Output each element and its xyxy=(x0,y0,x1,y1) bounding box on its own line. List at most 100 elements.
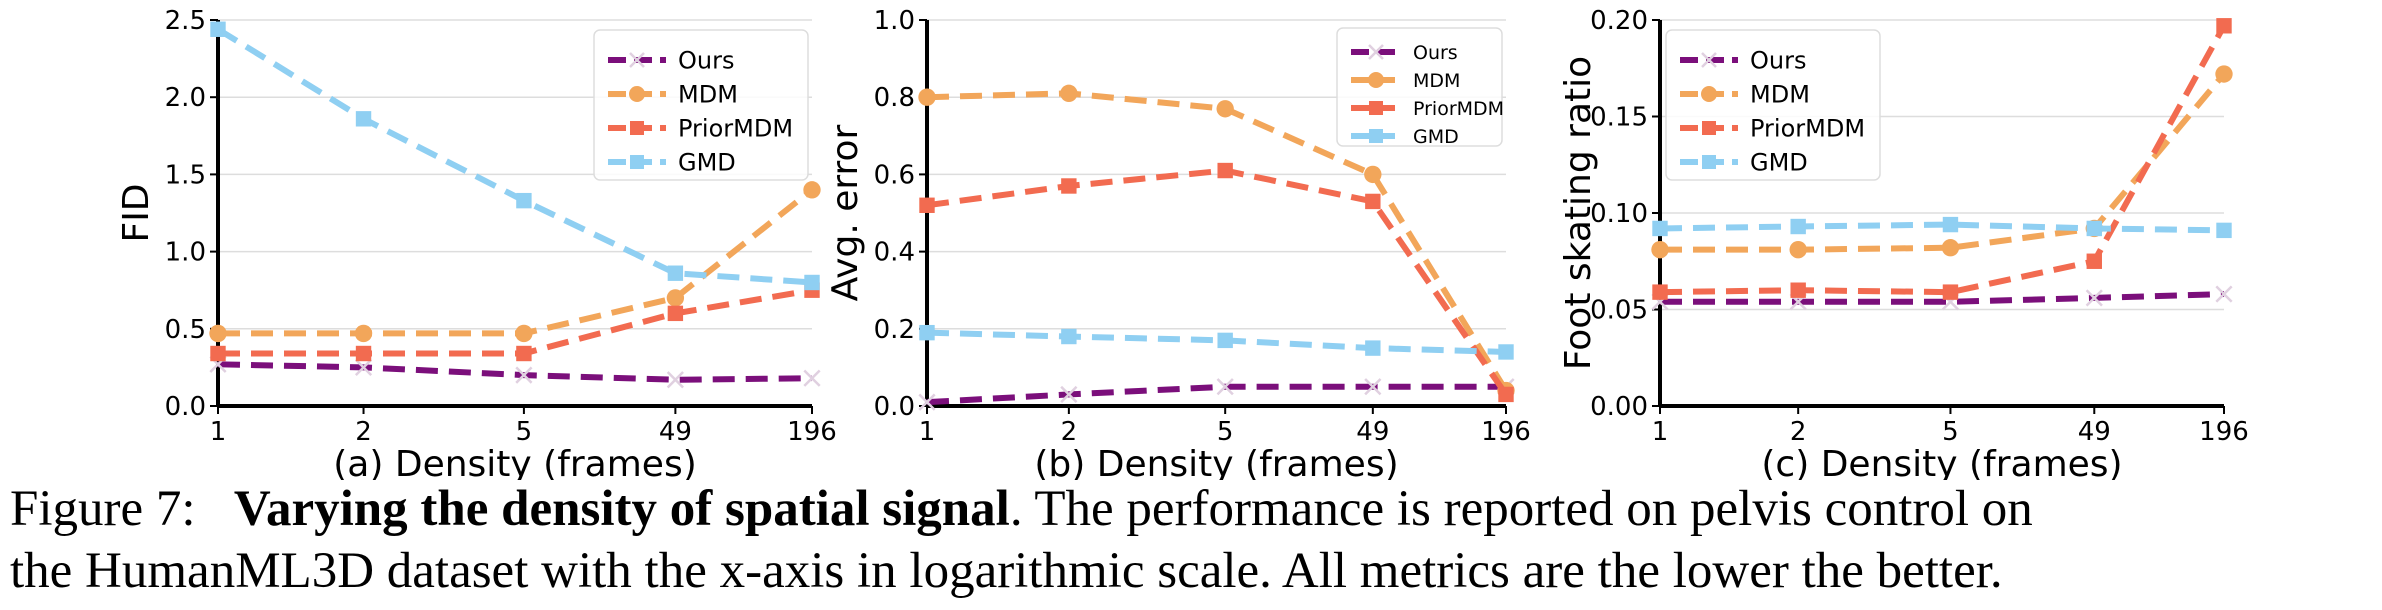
legend-box xyxy=(593,29,809,181)
data-point xyxy=(516,345,532,362)
data-point xyxy=(918,88,936,106)
data-point xyxy=(1216,100,1234,118)
data-point xyxy=(1061,178,1077,194)
legend-marker xyxy=(630,121,644,135)
data-point xyxy=(2216,18,2232,34)
series-gmd xyxy=(210,21,820,291)
data-point xyxy=(515,324,533,343)
data-point xyxy=(1060,84,1078,103)
series-line xyxy=(926,383,1506,406)
data-point xyxy=(210,345,226,362)
data-point xyxy=(918,393,936,411)
y-tick-label: 0.2 xyxy=(874,315,915,345)
y-tick-label: 0.10 xyxy=(1590,199,1648,229)
legend-label: PriorMDM xyxy=(1750,115,1865,143)
series-line xyxy=(926,167,1509,397)
x-tick-label: 196 xyxy=(787,417,837,447)
x-tick-label: 5 xyxy=(1217,417,1234,447)
y-axis-label: Foot skating ratio xyxy=(1558,56,1599,370)
data-point xyxy=(1941,239,1960,257)
x-tick-label: 1 xyxy=(919,417,936,447)
data-point xyxy=(1652,220,1668,237)
y-tick-label: 0.5 xyxy=(165,315,206,345)
data-point xyxy=(803,181,821,199)
data-point xyxy=(1060,385,1078,404)
legend: Ours MDM PriorMDM GMD xyxy=(593,29,809,181)
legend-marker xyxy=(1701,52,1717,68)
y-tick-label: 0.8 xyxy=(874,83,915,113)
x-tick-label: 196 xyxy=(2199,417,2249,447)
data-point xyxy=(1789,240,1807,259)
caption-line-2: the HumanML3D dataset with the x-axis in… xyxy=(10,543,2003,599)
data-point xyxy=(516,192,532,209)
y-tick-label: 0.15 xyxy=(1590,103,1648,133)
data-point xyxy=(1942,284,1959,300)
data-point xyxy=(355,345,372,362)
legend-marker xyxy=(1369,101,1383,115)
data-point xyxy=(515,366,533,384)
legend-marker xyxy=(1701,86,1717,102)
data-point xyxy=(666,371,684,389)
data-point xyxy=(1365,193,1381,210)
data-point xyxy=(209,324,227,343)
y-tick-label: 1.0 xyxy=(874,6,915,36)
x-tick-label: 49 xyxy=(2078,417,2111,447)
y-tick-label: 0.05 xyxy=(1590,296,1648,326)
data-point xyxy=(1061,328,1077,345)
series-gmd xyxy=(919,324,1514,360)
legend-label: MDM xyxy=(1750,81,1810,109)
data-point xyxy=(1498,386,1514,403)
y-axis-label: FID xyxy=(116,183,157,242)
data-point xyxy=(2216,222,2232,239)
x-axis-label: (b) Density (frames) xyxy=(1034,444,1398,480)
data-point xyxy=(1364,165,1382,184)
y-tick-label: 0.0 xyxy=(874,392,915,422)
y-tick-label: 0.20 xyxy=(1590,6,1648,36)
data-point xyxy=(1498,344,1514,360)
series-gmd xyxy=(1652,216,2232,239)
data-point xyxy=(2215,65,2233,83)
series-line xyxy=(926,329,1507,355)
caption-line-1: Figure 7: Varying the density of spatial… xyxy=(10,478,2380,540)
legend-marker xyxy=(1369,129,1383,143)
data-point xyxy=(2086,220,2102,237)
x-tick-label: 49 xyxy=(1356,417,1389,447)
data-point xyxy=(1216,378,1234,396)
x-tick-label: 1 xyxy=(1652,417,1669,447)
legend-label: GMD xyxy=(1750,149,1808,177)
series-ours xyxy=(1651,285,2233,311)
x-tick-label: 2 xyxy=(1790,417,1807,447)
y-tick-label: 1.0 xyxy=(165,238,206,268)
legend-label: Ours xyxy=(1413,42,1458,64)
data-point xyxy=(804,274,820,291)
data-point xyxy=(354,358,373,376)
series-priormdm xyxy=(210,282,820,362)
figure-caption: Figure 7: Varying the density of spatial… xyxy=(10,478,2380,602)
data-point xyxy=(1790,218,1806,235)
data-point xyxy=(667,265,684,281)
data-point xyxy=(2086,253,2102,269)
x-tick-label: 5 xyxy=(1942,417,1959,447)
caption-bold-title: Varying the density of spatial signal xyxy=(233,481,1010,537)
series-priormdm xyxy=(919,162,1514,403)
data-point xyxy=(355,111,372,127)
y-tick-label: 0.00 xyxy=(1590,392,1648,422)
data-point xyxy=(666,289,685,307)
y-tick-label: 0.6 xyxy=(874,160,915,190)
data-point xyxy=(1365,340,1381,356)
legend-marker xyxy=(1702,121,1716,135)
data-point xyxy=(1942,216,1959,233)
data-point xyxy=(667,305,684,322)
data-point xyxy=(1790,282,1806,298)
data-point xyxy=(1364,378,1382,396)
series-mdm xyxy=(209,181,821,343)
legend-label: MDM xyxy=(678,81,738,109)
legend-label: MDM xyxy=(1413,70,1460,92)
legend: Ours MDM PriorMDM GMD xyxy=(1665,29,1881,181)
data-point xyxy=(1651,240,1669,259)
legend-box xyxy=(1336,27,1503,147)
legend-label: PriorMDM xyxy=(1413,98,1504,120)
data-point xyxy=(1652,284,1668,300)
data-point xyxy=(1217,162,1233,179)
